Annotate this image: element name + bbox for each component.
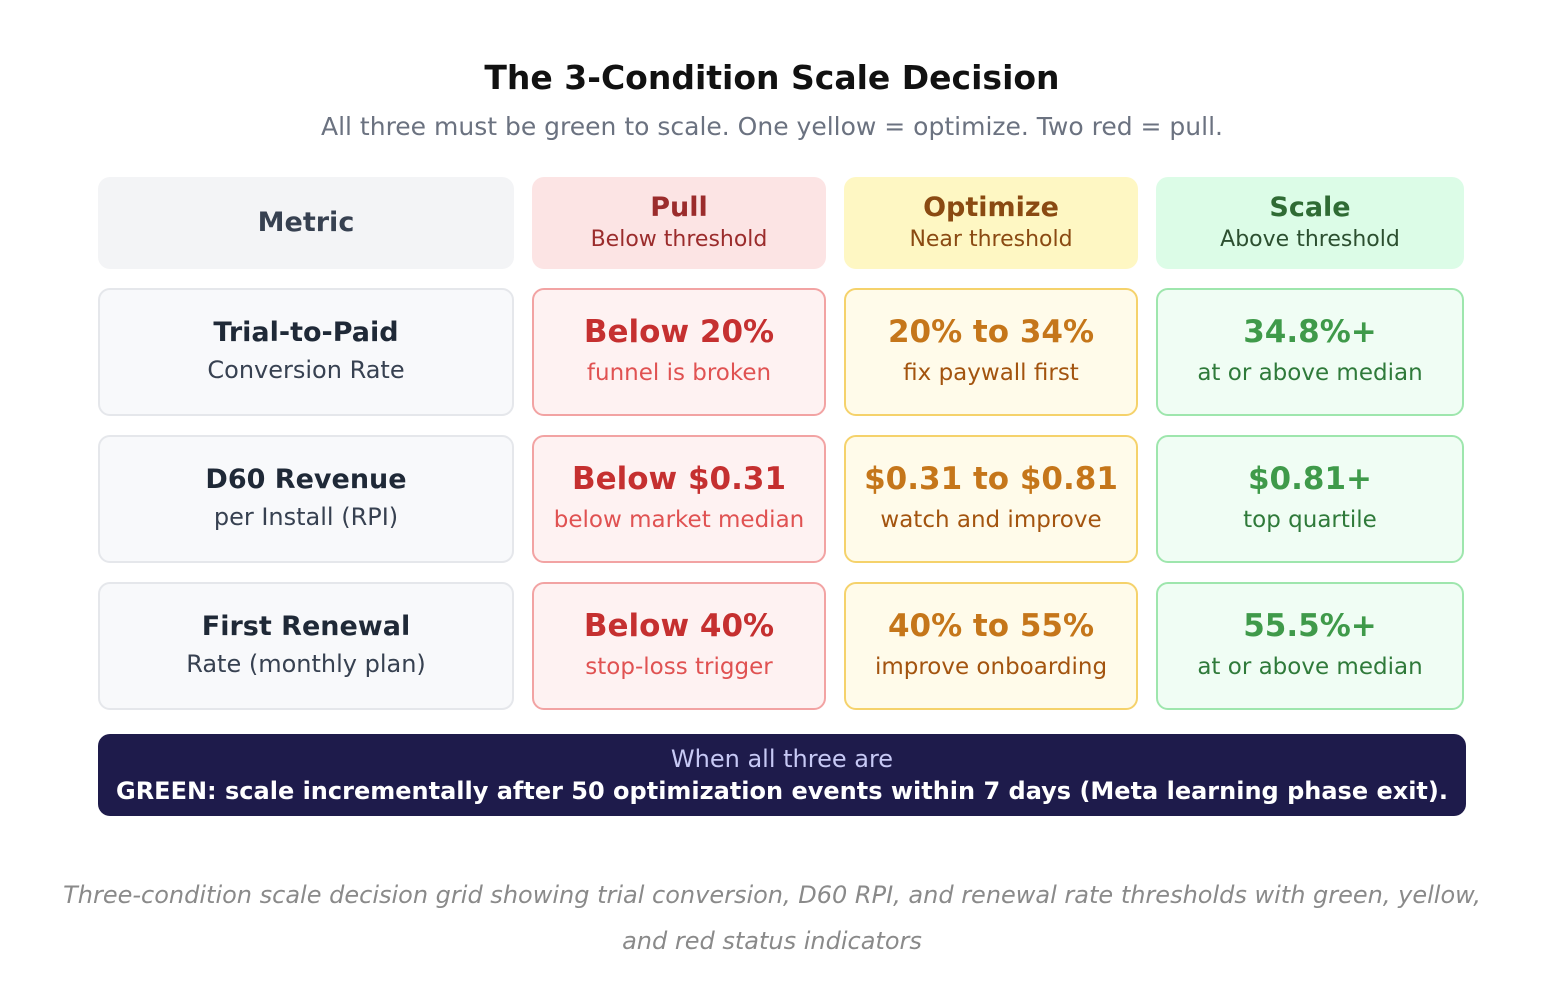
header-scale: Scale Above threshold [1156,177,1464,269]
metric-name: First Renewal [201,611,411,642]
pull-desc: stop-loss trigger [585,654,773,680]
pull-desc: funnel is broken [586,360,772,386]
scale-desc: top quartile [1243,507,1377,533]
header-metric: Metric [98,177,514,269]
header-optimize: Optimize Near threshold [844,177,1138,269]
scale-value: 55.5%+ [1243,608,1377,644]
optimize-value: 40% to 55% [887,608,1095,644]
pull-cell-trial-to-paid: Below 20% funnel is broken [532,288,826,416]
metric-cell-first-renewal: First Renewal Rate (monthly plan) [98,582,514,710]
header-scale-title: Scale [1269,192,1351,223]
pull-value: Below 40% [583,608,775,644]
optimize-cell-d60-revenue: $0.31 to $0.81 watch and improve [844,435,1138,563]
figure-caption: Three-condition scale decision grid show… [63,881,1481,955]
banner-line-2: GREEN: scale incrementally after 50 opti… [116,777,1448,805]
pull-value: Below $0.31 [571,461,787,497]
scale-cell-trial-to-paid: 34.8%+ at or above median [1156,288,1464,416]
metric-sub: Conversion Rate [207,356,405,384]
decision-grid: Metric Pull Below threshold Optimize Nea… [98,177,1466,710]
scale-cell-d60-revenue: $0.81+ top quartile [1156,435,1464,563]
header-optimize-title: Optimize [923,192,1059,223]
metric-cell-trial-to-paid: Trial-to-Paid Conversion Rate [98,288,514,416]
all-green-banner: When all three are GREEN: scale incremen… [98,734,1466,816]
pull-cell-d60-revenue: Below $0.31 below market median [532,435,826,563]
optimize-value: $0.31 to $0.81 [864,461,1118,497]
header-metric-label: Metric [257,207,355,238]
header-pull: Pull Below threshold [532,177,826,269]
diagram-subtitle: All three must be green to scale. One ye… [320,112,1223,141]
pull-cell-first-renewal: Below 40% stop-loss trigger [532,582,826,710]
diagram-title: The 3-Condition Scale Decision [484,58,1060,97]
scale-cell-first-renewal: 55.5%+ at or above median [1156,582,1464,710]
scale-value: 34.8%+ [1243,314,1377,350]
header-scale-sub: Above threshold [1220,227,1400,252]
header-pull-title: Pull [650,192,708,223]
optimize-cell-trial-to-paid: 20% to 34% fix paywall first [844,288,1138,416]
optimize-desc: watch and improve [880,507,1102,533]
optimize-desc: fix paywall first [903,360,1079,386]
scale-desc: at or above median [1197,360,1423,386]
header-optimize-sub: Near threshold [909,227,1073,252]
metric-name: Trial-to-Paid [213,317,399,348]
metric-sub: Rate (monthly plan) [186,650,426,678]
optimize-desc: improve onboarding [874,654,1108,680]
optimize-cell-first-renewal: 40% to 55% improve onboarding [844,582,1138,710]
pull-value: Below 20% [583,314,775,350]
scale-desc: at or above median [1197,654,1423,680]
scale-value: $0.81+ [1247,461,1373,497]
header-pull-sub: Below threshold [590,227,768,252]
banner-line-1: When all three are [670,745,894,773]
metric-cell-d60-revenue: D60 Revenue per Install (RPI) [98,435,514,563]
metric-sub: per Install (RPI) [213,503,399,531]
pull-desc: below market median [553,507,805,533]
optimize-value: 20% to 34% [887,314,1095,350]
metric-name: D60 Revenue [205,464,407,495]
